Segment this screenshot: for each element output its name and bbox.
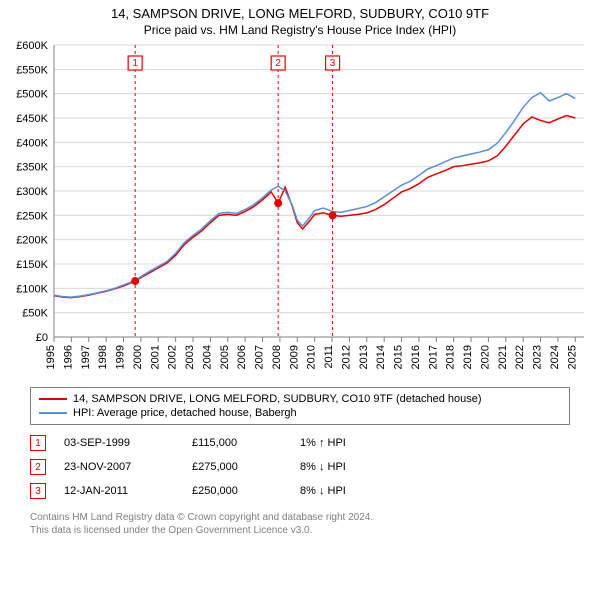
y-tick-label: £150K: [16, 259, 48, 271]
x-tick-label: 2018: [445, 345, 457, 369]
event-row-marker: 3: [30, 483, 46, 499]
x-tick-label: 2023: [532, 345, 544, 369]
x-tick-label: 2015: [393, 345, 405, 369]
x-tick-label: 2009: [288, 345, 300, 369]
chart-title: 14, SAMPSON DRIVE, LONG MELFORD, SUDBURY…: [0, 6, 600, 21]
event-dot: [131, 277, 139, 285]
x-tick-label: 1995: [45, 345, 57, 369]
legend-label: HPI: Average price, detached house, Babe…: [73, 407, 297, 419]
x-tick-label: 2024: [549, 345, 561, 369]
footer-attribution: Contains HM Land Registry data © Crown c…: [30, 511, 570, 537]
event-row-note: 8% ↓ HPI: [300, 485, 570, 497]
x-tick-label: 2022: [514, 345, 526, 369]
x-tick-label: 2016: [410, 345, 422, 369]
x-tick-label: 2011: [323, 345, 335, 369]
legend-swatch: [39, 412, 67, 414]
y-tick-label: £250K: [16, 210, 48, 222]
footer-line-2: This data is licensed under the Open Gov…: [30, 524, 570, 537]
legend-item: HPI: Average price, detached house, Babe…: [39, 406, 561, 420]
event-marker-number: 2: [275, 58, 281, 69]
x-tick-label: 2003: [184, 345, 196, 369]
y-tick-label: £50K: [22, 308, 48, 320]
event-row: 1 03-SEP-1999 £115,000 1% ↑ HPI: [30, 431, 570, 455]
y-tick-label: £500K: [16, 89, 48, 101]
event-marker-number: 1: [132, 58, 138, 69]
y-tick-label: £200K: [16, 235, 48, 247]
x-tick-label: 2013: [358, 345, 370, 369]
x-tick-label: 1998: [97, 345, 109, 369]
event-row-price: £115,000: [192, 437, 282, 449]
x-tick-label: 2001: [149, 345, 161, 369]
x-tick-label: 2005: [219, 345, 231, 369]
y-tick-label: £300K: [16, 186, 48, 198]
event-row-marker: 2: [30, 459, 46, 475]
x-tick-label: 2002: [167, 345, 179, 369]
event-dot: [329, 211, 337, 219]
y-tick-label: £350K: [16, 162, 48, 174]
event-row-date: 03-SEP-1999: [64, 437, 174, 449]
y-tick-label: £600K: [16, 41, 48, 52]
x-tick-label: 2019: [462, 345, 474, 369]
x-tick-label: 1999: [115, 345, 127, 369]
x-tick-label: 2010: [306, 345, 318, 369]
legend-swatch: [39, 398, 67, 400]
y-tick-label: £450K: [16, 113, 48, 125]
legend-item: 14, SAMPSON DRIVE, LONG MELFORD, SUDBURY…: [39, 392, 561, 406]
event-table: 1 03-SEP-1999 £115,000 1% ↑ HPI 2 23-NOV-2007…: [30, 431, 570, 503]
legend: 14, SAMPSON DRIVE, LONG MELFORD, SUDBURY…: [30, 387, 570, 425]
x-tick-label: 2000: [132, 345, 144, 369]
x-tick-label: 1996: [62, 345, 74, 369]
event-row: 3 12-JAN-2011 £250,000 8% ↓ HPI: [30, 479, 570, 503]
y-tick-label: £550K: [16, 64, 48, 76]
y-tick-label: £100K: [16, 283, 48, 295]
event-row-note: 1% ↑ HPI: [300, 437, 570, 449]
event-dot: [274, 199, 282, 207]
x-tick-label: 2008: [271, 345, 283, 369]
event-row-price: £250,000: [192, 485, 282, 497]
y-tick-label: £400K: [16, 137, 48, 149]
x-tick-label: 2014: [375, 345, 387, 369]
event-row-date: 23-NOV-2007: [64, 461, 174, 473]
chart-container: 14, SAMPSON DRIVE, LONG MELFORD, SUDBURY…: [0, 6, 600, 537]
x-tick-label: 2020: [479, 345, 491, 369]
event-row-note: 8% ↓ HPI: [300, 461, 570, 473]
x-tick-label: 2017: [427, 345, 439, 369]
x-tick-label: 2021: [497, 345, 509, 369]
event-row: 2 23-NOV-2007 £275,000 8% ↓ HPI: [30, 455, 570, 479]
x-tick-label: 2007: [254, 345, 266, 369]
chart-subtitle: Price paid vs. HM Land Registry's House …: [0, 23, 600, 37]
x-tick-label: 2006: [236, 345, 248, 369]
event-row-price: £275,000: [192, 461, 282, 473]
y-tick-label: £0: [36, 332, 48, 344]
x-tick-label: 2025: [566, 345, 578, 369]
price-chart: £0 £50K £100K £150K £200K £250K £300K £350K £400…: [0, 41, 600, 381]
x-tick-label: 2004: [201, 345, 213, 369]
event-row-marker: 1: [30, 435, 46, 451]
x-tick-label: 2012: [340, 345, 352, 369]
event-row-date: 12-JAN-2011: [64, 485, 174, 497]
x-tick-label: 1997: [80, 345, 92, 369]
event-marker-number: 3: [330, 58, 336, 69]
legend-label: 14, SAMPSON DRIVE, LONG MELFORD, SUDBURY…: [73, 393, 482, 405]
footer-line-1: Contains HM Land Registry data © Crown c…: [30, 511, 570, 524]
